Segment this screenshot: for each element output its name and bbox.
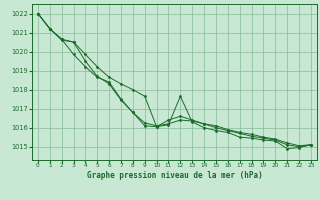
X-axis label: Graphe pression niveau de la mer (hPa): Graphe pression niveau de la mer (hPa): [86, 171, 262, 180]
